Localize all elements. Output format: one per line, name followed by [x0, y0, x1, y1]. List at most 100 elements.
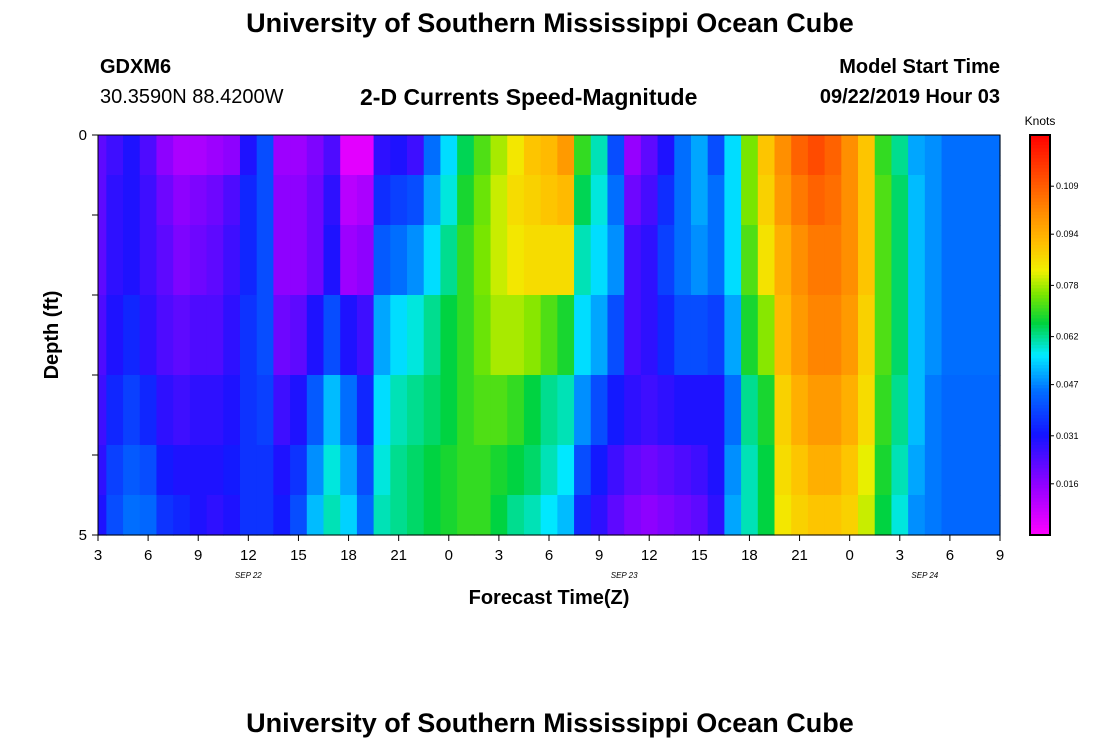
- x-tick-label: 3: [495, 547, 503, 564]
- heatmap-cell: [223, 295, 241, 376]
- colorbar-swatch: [1030, 215, 1050, 219]
- heatmap-cell: [891, 225, 909, 296]
- colorbar-swatch: [1030, 458, 1050, 463]
- heatmap-cell: [523, 175, 542, 226]
- heatmap-cell: [473, 135, 492, 176]
- colorbar-swatch: [1030, 268, 1050, 273]
- heatmap-cell: [507, 225, 525, 296]
- colorbar-swatch: [1030, 195, 1050, 199]
- heatmap-cell: [724, 375, 742, 446]
- heatmap-cell: [206, 375, 224, 446]
- heatmap-cell: [941, 495, 1001, 536]
- colorbar-swatch: [1030, 498, 1050, 503]
- x-axis: 3 6 9 12 15 18 21 0 3 6 9 12 15 18 21 0 3 6 9 SEP 22 SEP 23 S…: [94, 534, 1004, 580]
- heatmap-cell: [724, 225, 742, 296]
- heatmap-cell: [624, 445, 642, 496]
- heatmap-cell: [440, 135, 458, 176]
- heatmap-cell: [507, 445, 525, 496]
- heatmap-cell: [624, 135, 642, 176]
- colorbar-swatch: [1030, 351, 1050, 356]
- colorbar-swatch: [1030, 158, 1050, 163]
- heatmap-cell: [941, 295, 1001, 376]
- heatmap-cell: [273, 495, 291, 536]
- heatmap-cell: [156, 135, 174, 176]
- heatmap-cell: [791, 175, 809, 226]
- heatmap-cell: [206, 175, 224, 226]
- heatmap-cell: [98, 135, 107, 176]
- heatmap-cell: [523, 375, 542, 446]
- x-tick-label: 15: [290, 547, 307, 564]
- colorbar-swatch: [1030, 298, 1050, 303]
- heatmap-cell: [941, 445, 1001, 496]
- y-tick-label: 5: [79, 527, 87, 544]
- colorbar-swatch: [1030, 531, 1050, 536]
- heatmap-cell: [624, 225, 642, 296]
- heatmap-cell: [640, 495, 659, 536]
- colorbar-swatch: [1030, 361, 1050, 366]
- heatmap-cell: [574, 135, 592, 176]
- heatmap-cell: [908, 295, 926, 376]
- heatmap-cell: [139, 225, 158, 296]
- heatmap-cell: [507, 135, 525, 176]
- heatmap-cell: [223, 175, 241, 226]
- colorbar-swatch: [1030, 465, 1050, 469]
- heatmap-cell: [407, 445, 425, 496]
- heatmap-cell: [874, 445, 893, 496]
- colorbar-swatch: [1030, 418, 1050, 423]
- heatmap-cell: [490, 495, 508, 536]
- colorbar-legend: Knots 0.016 0.031 0.047 0.062 0.078 0.094 0.109: [1025, 114, 1079, 536]
- heatmap-cell: [574, 175, 592, 226]
- heatmap-cell: [206, 495, 224, 536]
- heatmap-cell: [557, 375, 575, 446]
- heatmap-cell: [657, 175, 675, 226]
- colorbar-tick-label: 0.094: [1056, 229, 1079, 239]
- heatmap-cell: [590, 295, 609, 376]
- heatmap-cell: [490, 225, 508, 296]
- heatmap-cell: [523, 295, 542, 376]
- colorbar-swatch: [1030, 368, 1050, 373]
- colorbar-swatch: [1030, 451, 1050, 456]
- heatmap-cell: [323, 225, 341, 296]
- heatmap-cell: [223, 495, 241, 536]
- heatmap-cell: [741, 175, 759, 226]
- heatmap-cell: [841, 295, 859, 376]
- heatmap-cell: [757, 495, 776, 536]
- colorbar-swatch: [1030, 251, 1050, 256]
- heatmap-cell: [590, 225, 609, 296]
- heatmap-cell: [290, 135, 308, 176]
- heatmap-cell: [858, 175, 876, 226]
- colorbar-swatch: [1030, 365, 1050, 369]
- x-tick-label: 6: [946, 547, 954, 564]
- heatmap-cell: [423, 445, 442, 496]
- colorbar-swatch: [1030, 515, 1050, 519]
- heatmap-cell: [290, 225, 308, 296]
- heatmap-cell: [340, 135, 358, 176]
- heatmap-cell: [874, 225, 893, 296]
- colorbar-swatch: [1030, 445, 1050, 449]
- heatmap-cell: [390, 375, 408, 446]
- heatmap-cell: [824, 495, 842, 536]
- colorbar-swatch: [1030, 425, 1050, 429]
- heatmap-cell: [707, 135, 725, 176]
- heatmap-cell: [741, 135, 759, 176]
- colorbar-swatch: [1030, 168, 1050, 173]
- heatmap-cell: [807, 375, 826, 446]
- heatmap-cell: [98, 295, 107, 376]
- colorbar-swatch: [1030, 438, 1050, 443]
- heatmap-cell: [440, 225, 458, 296]
- heatmap-cell: [757, 225, 776, 296]
- heatmap-cell: [223, 375, 241, 446]
- x-tick-label: 3: [94, 547, 102, 564]
- heatmap-cell: [440, 445, 458, 496]
- heatmap-cell: [373, 445, 391, 496]
- colorbar-swatch: [1030, 521, 1050, 526]
- heatmap-cell: [941, 175, 1001, 226]
- heatmap-cell: [290, 295, 308, 376]
- heatmap-cell: [239, 445, 258, 496]
- colorbar-swatch: [1030, 481, 1050, 486]
- heatmap-cell: [173, 445, 191, 496]
- heatmap-cell: [841, 135, 859, 176]
- colorbar-swatch: [1030, 475, 1050, 479]
- colorbar-swatch: [1030, 228, 1050, 233]
- colorbar-swatch: [1030, 385, 1050, 389]
